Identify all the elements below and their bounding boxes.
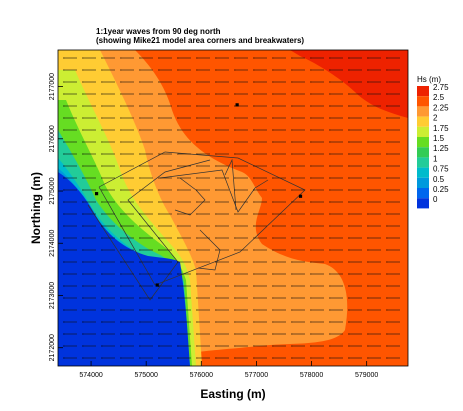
chart-title-line1: 1:1year waves from 90 deg north: [96, 27, 221, 36]
chart-title-line2: (showing Mike21 model area corners and b…: [96, 36, 305, 45]
colorbar-level-label: 1.25: [433, 144, 449, 153]
colorbar-swatch: [417, 116, 429, 127]
colorbar-swatch: [417, 86, 429, 97]
inner-outline: [87, 159, 211, 301]
x-tick-label: 574000: [79, 372, 102, 379]
corner-markers: [94, 103, 303, 287]
breakwater-1: [159, 169, 269, 213]
y-tick-label: 2177000: [49, 73, 56, 100]
hs-zone-sheltered: [58, 172, 190, 366]
colorbar-swatch: [417, 157, 429, 168]
colorbar-title: Hs (m): [417, 75, 441, 84]
chart-title: 1:1year waves from 90 deg north (showing…: [96, 27, 304, 45]
x-axis-label: Easting (m): [200, 387, 265, 401]
corner-marker: [235, 103, 239, 107]
y-tick-label: 2173000: [49, 282, 56, 309]
x-axis-ticks: 574000 575000 576000 577000 578000 579000: [79, 361, 378, 379]
colorbar-level-label: 0: [433, 195, 438, 204]
colorbar-level-label: 2.25: [433, 103, 449, 112]
colorbar-swatch: [417, 198, 429, 209]
colorbar-level-label: 1.5: [433, 134, 445, 143]
colorbar: Hs (m) 2.752.52.25 21.751.51.251 0.750.50.…: [417, 75, 449, 209]
hs-zone-northeast: [290, 50, 408, 118]
y-axis-ticks: 2172000 2173000 2174000 2175000 2176000 21770…: [49, 73, 63, 361]
corner-marker: [155, 283, 159, 287]
colorbar-level-label: 0.75: [433, 165, 449, 174]
x-tick-label: 578000: [300, 372, 323, 379]
breakwater-4: [224, 158, 237, 211]
colorbar-level-label: 0.25: [433, 185, 449, 194]
plot-frame: [57, 49, 409, 367]
wave-vectors: [65, 58, 400, 358]
x-tick-label: 575000: [135, 372, 158, 379]
colorbar-level-label: 2: [433, 114, 438, 123]
colorbar-swatch: [417, 177, 429, 188]
x-tick-label: 579000: [355, 372, 378, 379]
breakwater-2: [174, 177, 206, 216]
y-tick-label: 2174000: [49, 230, 56, 257]
colorbar-swatch: [417, 137, 429, 148]
colorbar-swatch: [417, 96, 429, 107]
colorbar-level-label: 2.5: [433, 93, 445, 102]
colorbar-swatch: [417, 126, 429, 137]
plot-area: [58, 50, 408, 366]
y-tick-label: 2176000: [49, 125, 56, 152]
colorbar-level-label: 2.75: [433, 83, 449, 92]
colorbar-swatch: [417, 106, 429, 117]
breakwater-3: [197, 229, 221, 271]
corner-marker: [94, 192, 99, 196]
x-tick-label: 576000: [190, 372, 213, 379]
colorbar-level-label: 1.75: [433, 124, 449, 133]
corner-marker: [298, 194, 303, 198]
y-tick-label: 2175000: [49, 177, 56, 204]
colorbar-swatch: [417, 147, 429, 158]
colorbar-swatch: [417, 188, 429, 199]
y-tick-label: 2172000: [49, 334, 56, 361]
y-axis-label: Northing (m): [29, 172, 43, 244]
colorbar-level-label: 1: [433, 154, 438, 163]
colorbar-level-label: 0.5: [433, 175, 445, 184]
x-tick-label: 577000: [245, 372, 268, 379]
colorbar-swatch: [417, 167, 429, 178]
